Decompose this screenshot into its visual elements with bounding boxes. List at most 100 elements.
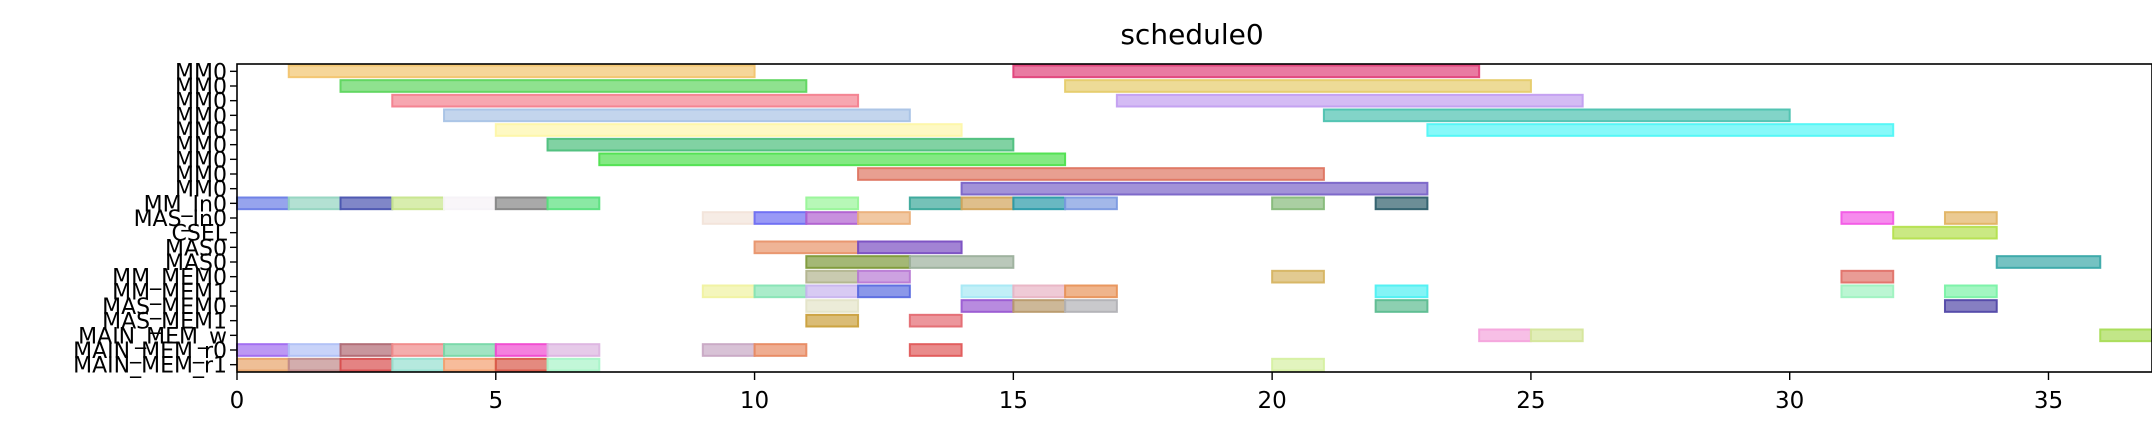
y-tick-label: MM_In0 bbox=[144, 192, 227, 217]
task-bar bbox=[391, 343, 446, 357]
task-bar bbox=[598, 152, 1067, 167]
task-bar bbox=[805, 196, 860, 211]
y-tick-label: MM0 bbox=[175, 119, 227, 144]
y-tick-label: MAS0 bbox=[165, 251, 227, 276]
task-bar bbox=[1995, 255, 2102, 269]
task-bar bbox=[1478, 328, 1532, 343]
task-bar bbox=[857, 269, 911, 284]
task-bar bbox=[857, 167, 1325, 181]
y-tick-label: CSEL bbox=[172, 222, 228, 247]
x-axis: 0 5 10 15 20 25 30 35 bbox=[230, 372, 2063, 414]
task-bar bbox=[960, 284, 1015, 299]
task-bar bbox=[805, 211, 860, 225]
y-tick-label: MM0 bbox=[175, 163, 227, 188]
y-tick-label: MAIN_MEM_r1 bbox=[73, 354, 227, 379]
task-bar bbox=[1943, 211, 1998, 225]
task-bars bbox=[236, 64, 2152, 372]
y-tick-label: MM0 bbox=[175, 178, 227, 203]
task-bar bbox=[1943, 299, 1998, 313]
task-bar bbox=[908, 313, 963, 328]
y-tick-label: MAIN_MEM_r0 bbox=[73, 339, 227, 364]
task-bar bbox=[753, 211, 808, 225]
task-bar bbox=[1012, 196, 1067, 211]
x-tick-label: 30 bbox=[1775, 388, 1804, 414]
task-bar bbox=[494, 357, 549, 372]
task-bar bbox=[960, 299, 1015, 313]
task-bar bbox=[857, 240, 963, 255]
y-axis: MM0MM0MM0MM0MM0MM0MM0MM0MM0MM_In0MAS_In0… bbox=[73, 60, 237, 379]
task-bar bbox=[546, 357, 601, 372]
task-bar bbox=[443, 196, 497, 211]
y-tick-label: MAS_In0 bbox=[134, 207, 227, 232]
task-bar bbox=[1012, 299, 1067, 313]
y-tick-label: MM_MEM0 bbox=[112, 266, 227, 291]
task-bar bbox=[1374, 284, 1429, 299]
task-bar bbox=[494, 343, 549, 357]
task-bar bbox=[287, 357, 342, 372]
task-bar bbox=[1064, 196, 1118, 211]
task-bar bbox=[1271, 196, 1325, 211]
task-bar bbox=[1271, 269, 1325, 284]
task-bar bbox=[546, 343, 601, 357]
chart-title: schedule0 bbox=[1120, 18, 1263, 51]
task-bar bbox=[287, 64, 756, 79]
y-tick-label: MAS_MEM1 bbox=[102, 310, 227, 335]
task-bar bbox=[753, 343, 808, 357]
task-bar bbox=[701, 211, 756, 225]
task-bar bbox=[960, 181, 1429, 196]
task-bar bbox=[1012, 284, 1067, 299]
x-tick-label: 10 bbox=[740, 388, 769, 414]
task-bar bbox=[701, 284, 756, 299]
task-bar bbox=[701, 343, 756, 357]
task-bar bbox=[753, 240, 860, 255]
task-bar bbox=[1840, 269, 1895, 284]
task-bar bbox=[1529, 328, 1584, 343]
y-tick-label: MAIN_MEM_w bbox=[78, 324, 227, 349]
x-tick-label: 25 bbox=[1516, 388, 1545, 414]
x-tick-label: 35 bbox=[2034, 388, 2063, 414]
task-bar bbox=[494, 196, 549, 211]
x-tick-label: 0 bbox=[230, 388, 245, 414]
task-bar bbox=[908, 343, 963, 357]
task-bar bbox=[1064, 79, 1532, 93]
task-bar bbox=[236, 357, 290, 372]
task-bar bbox=[1426, 123, 1895, 137]
task-bar bbox=[443, 343, 497, 357]
y-tick-label: MM0 bbox=[175, 60, 227, 85]
task-bar bbox=[236, 343, 290, 357]
y-tick-label: MAS_MEM0 bbox=[102, 295, 227, 320]
task-bar bbox=[546, 196, 601, 211]
task-bar bbox=[805, 269, 860, 284]
y-tick-label: MM0 bbox=[175, 104, 227, 129]
task-bar bbox=[1374, 196, 1429, 211]
task-bar bbox=[908, 196, 963, 211]
task-bar bbox=[908, 255, 1015, 269]
y-tick-label: MAS0 bbox=[165, 236, 227, 261]
task-bar bbox=[546, 137, 1015, 152]
task-bar bbox=[857, 284, 911, 299]
x-tick-label: 5 bbox=[488, 388, 503, 414]
task-bar bbox=[391, 93, 860, 108]
task-bar bbox=[287, 343, 342, 357]
task-bar bbox=[287, 196, 342, 211]
task-bar bbox=[1892, 225, 1998, 240]
task-bar bbox=[1322, 108, 1791, 123]
task-bar bbox=[339, 196, 394, 211]
task-bar bbox=[339, 343, 394, 357]
y-tick-label: MM0 bbox=[175, 134, 227, 159]
x-tick-label: 20 bbox=[1257, 388, 1286, 414]
task-bar bbox=[805, 284, 860, 299]
task-bar bbox=[2099, 328, 2152, 343]
task-bar bbox=[494, 123, 963, 137]
task-bar bbox=[236, 196, 290, 211]
task-bar bbox=[443, 108, 911, 123]
task-bar bbox=[960, 196, 1015, 211]
task-bar bbox=[753, 284, 808, 299]
task-bar bbox=[1115, 93, 1584, 108]
y-tick-label: MM0 bbox=[175, 148, 227, 173]
task-bar bbox=[391, 357, 446, 372]
y-tick-label: MM_MEM1 bbox=[112, 280, 227, 305]
task-bar bbox=[1012, 64, 1481, 79]
